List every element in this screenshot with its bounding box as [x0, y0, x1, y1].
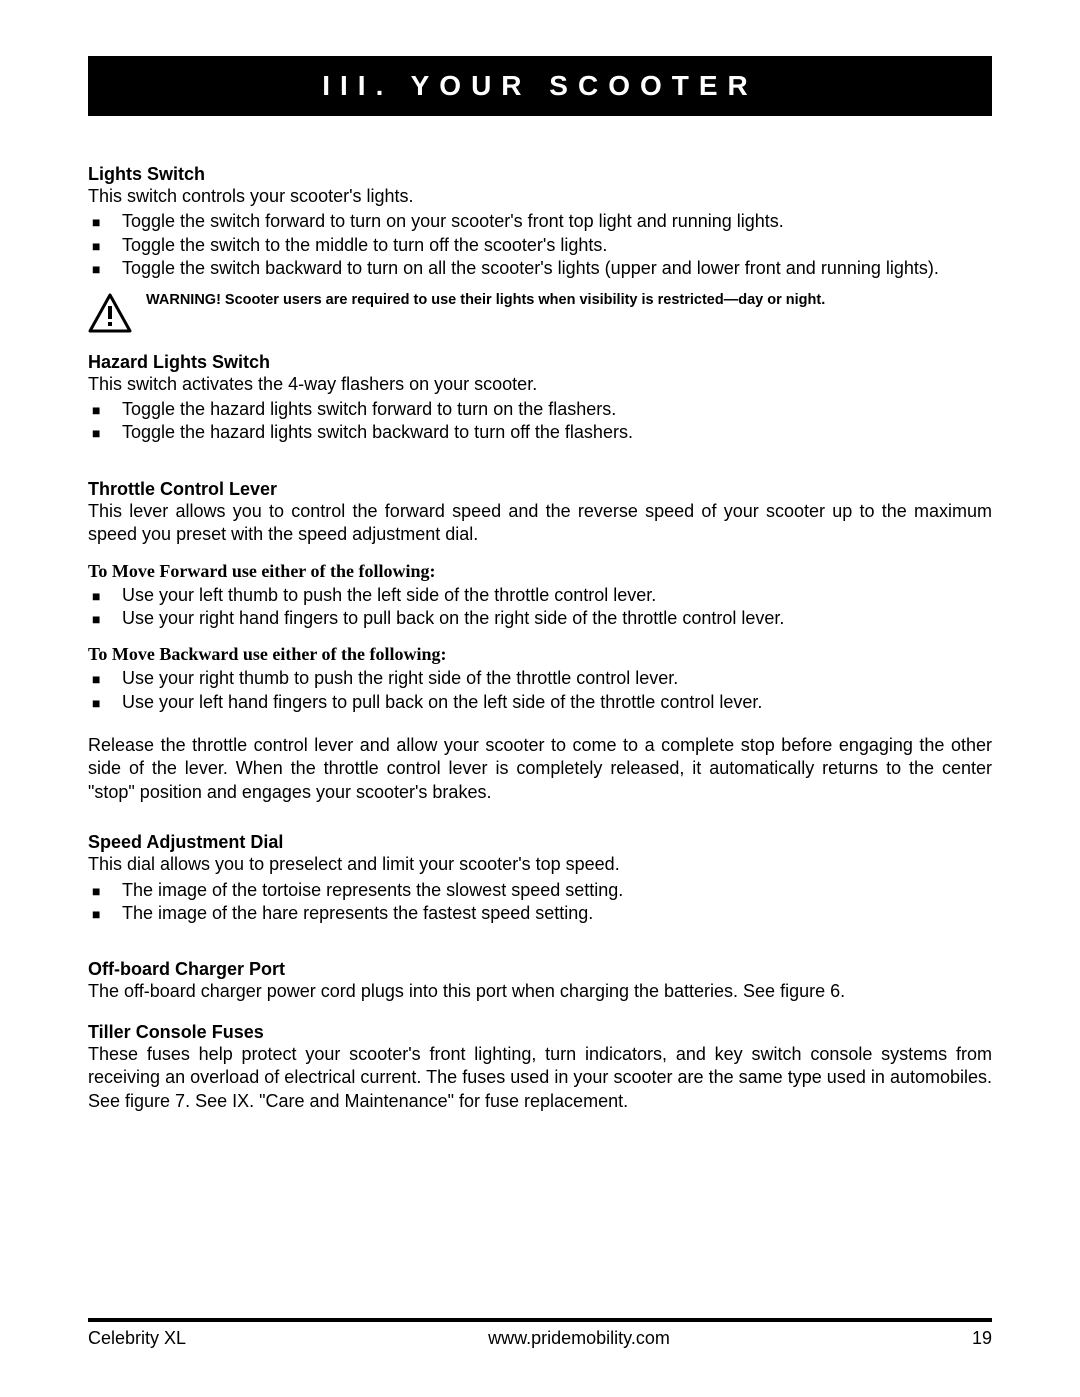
footer-center: www.pridemobility.com	[488, 1328, 670, 1349]
heading-throttle: Throttle Control Lever	[88, 479, 992, 500]
footer-row: Celebrity XL www.pridemobility.com 19	[88, 1328, 992, 1349]
warning-triangle-icon	[88, 293, 132, 338]
warning-text: WARNING! Scooter users are required to u…	[146, 291, 825, 311]
footer-right: 19	[972, 1328, 992, 1349]
list-item: The image of the hare represents the fas…	[112, 902, 992, 925]
heading-speed-dial: Speed Adjustment Dial	[88, 832, 992, 853]
list-item: Toggle the switch to the middle to turn …	[112, 234, 992, 257]
list-item: Toggle the hazard lights switch forward …	[112, 398, 992, 421]
text-hazard-intro: This switch activates the 4-way flashers…	[88, 373, 992, 396]
warning-block: WARNING! Scooter users are required to u…	[88, 291, 992, 338]
text-lights-intro: This switch controls your scooter's ligh…	[88, 185, 992, 208]
section-charger: Off-board Charger Port The off-board cha…	[88, 959, 992, 1003]
list-item: The image of the tortoise represents the…	[112, 879, 992, 902]
list-forward: Use your left thumb to push the left sid…	[88, 584, 992, 631]
list-backward: Use your right thumb to push the right s…	[88, 667, 992, 714]
page-footer: Celebrity XL www.pridemobility.com 19	[88, 1318, 992, 1349]
text-fuses: These fuses help protect your scooter's …	[88, 1043, 992, 1113]
heading-lights-switch: Lights Switch	[88, 164, 992, 185]
text-throttle-release: Release the throttle control lever and a…	[88, 734, 992, 804]
heading-fuses: Tiller Console Fuses	[88, 1022, 992, 1043]
list-item: Toggle the hazard lights switch backward…	[112, 421, 992, 444]
section-throttle: Throttle Control Lever This lever allows…	[88, 479, 992, 805]
list-item: Use your right thumb to push the right s…	[112, 667, 992, 690]
heading-hazard: Hazard Lights Switch	[88, 352, 992, 373]
list-item: Use your right hand fingers to pull back…	[112, 607, 992, 630]
list-item: Use your left thumb to push the left sid…	[112, 584, 992, 607]
list-item: Toggle the switch forward to turn on you…	[112, 210, 992, 233]
banner-title: III. YOUR SCOOTER	[322, 70, 758, 101]
section-hazard: Hazard Lights Switch This switch activat…	[88, 352, 992, 445]
list-item: Toggle the switch backward to turn on al…	[112, 257, 992, 280]
footer-rule	[88, 1318, 992, 1322]
page: III. YOUR SCOOTER Lights Switch This swi…	[0, 0, 1080, 1397]
text-speed-intro: This dial allows you to preselect and li…	[88, 853, 992, 876]
footer-left: Celebrity XL	[88, 1328, 186, 1349]
section-speed-dial: Speed Adjustment Dial This dial allows y…	[88, 832, 992, 925]
heading-charger: Off-board Charger Port	[88, 959, 992, 980]
text-charger: The off-board charger power cord plugs i…	[88, 980, 992, 1003]
list-hazard: Toggle the hazard lights switch forward …	[88, 398, 992, 445]
text-throttle-intro: This lever allows you to control the for…	[88, 500, 992, 547]
chapter-banner: III. YOUR SCOOTER	[88, 56, 992, 116]
section-lights-switch: Lights Switch This switch controls your …	[88, 164, 992, 281]
list-speed: The image of the tortoise represents the…	[88, 879, 992, 926]
subheading-backward: To Move Backward use either of the follo…	[88, 644, 992, 665]
list-lights: Toggle the switch forward to turn on you…	[88, 210, 992, 280]
list-item: Use your left hand fingers to pull back …	[112, 691, 992, 714]
section-fuses: Tiller Console Fuses These fuses help pr…	[88, 1022, 992, 1113]
subheading-forward: To Move Forward use either of the follow…	[88, 561, 992, 582]
